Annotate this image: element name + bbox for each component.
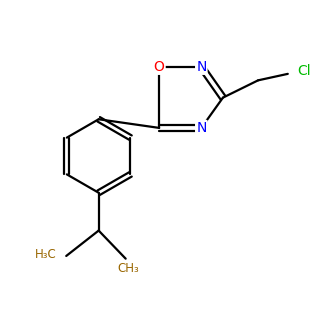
Text: O: O <box>154 60 164 74</box>
Text: H₃C: H₃C <box>35 248 57 261</box>
Text: N: N <box>196 60 207 74</box>
Text: N: N <box>196 121 207 135</box>
Text: Cl: Cl <box>298 64 311 78</box>
Text: CH₃: CH₃ <box>117 262 139 275</box>
